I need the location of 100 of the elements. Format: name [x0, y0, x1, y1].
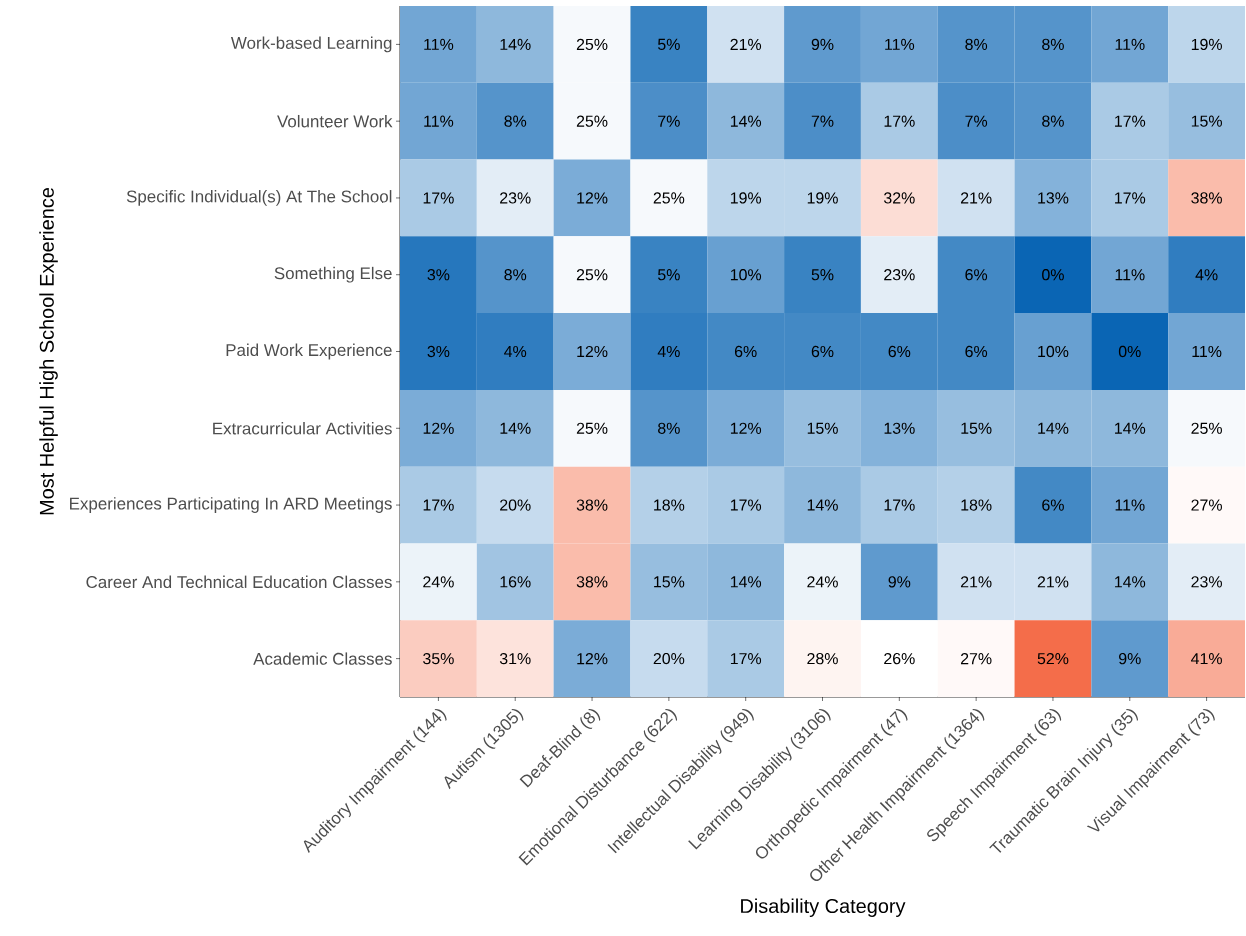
data-label: 11% [1115, 499, 1145, 511]
data-label: 14% [1115, 576, 1146, 588]
data-label: 17% [730, 653, 762, 665]
data-label: 41% [1191, 653, 1222, 665]
data-label: 8% [504, 269, 527, 281]
y-tick-label: Career And Technical Education Classes [86, 575, 392, 589]
data-label: 6% [1042, 499, 1064, 511]
data-label: 14% [500, 422, 531, 434]
data-label: 3% [427, 269, 450, 281]
data-label: 4% [1195, 269, 1218, 281]
data-label: 26% [884, 652, 915, 665]
y-tick-label: Paid Work Experience [226, 343, 392, 360]
data-label: 15% [1191, 115, 1222, 127]
x-axis-title: Disability Category [741, 898, 906, 917]
data-label: 14% [1038, 422, 1069, 434]
data-label: 4% [657, 345, 680, 358]
data-label: 6% [811, 345, 834, 358]
y-axis-title: Most Helpful High School Experience [39, 187, 58, 515]
data-label: 0% [1042, 269, 1064, 281]
data-label: 38% [576, 576, 608, 588]
data-label: 6% [965, 345, 988, 358]
data-label: 25% [576, 115, 608, 127]
data-label: 25% [576, 269, 608, 281]
data-label: 17% [884, 499, 915, 511]
data-label: 19% [1191, 38, 1222, 51]
data-label: 14% [500, 38, 531, 50]
data-label: 13% [884, 422, 915, 434]
data-label: 15% [961, 422, 992, 434]
data-label: 3% [427, 345, 450, 358]
data-label: 14% [730, 576, 762, 588]
data-label: 17% [423, 499, 454, 511]
data-label: 23% [500, 192, 531, 204]
data-label: 9% [1119, 652, 1141, 665]
data-label: 9% [888, 576, 911, 588]
data-label: 17% [884, 115, 915, 127]
data-label: 52% [1037, 652, 1069, 665]
y-tick-label: Experiences Participating In ARD Meetings [70, 497, 392, 513]
data-label: 14% [730, 115, 762, 127]
data-label: 11% [424, 38, 454, 50]
data-label: 12% [423, 422, 454, 434]
data-label: 20% [500, 499, 531, 511]
data-label: 5% [811, 269, 834, 281]
y-tick-label: Academic Classes [253, 652, 392, 665]
data-label: 31% [499, 652, 531, 665]
data-label: 6% [965, 269, 988, 281]
data-label: 11% [1115, 269, 1145, 281]
data-label: 14% [1115, 422, 1146, 434]
data-label: 12% [730, 422, 762, 434]
data-label: 12% [577, 192, 608, 204]
data-label: 25% [576, 422, 608, 434]
data-label: 7% [811, 115, 834, 127]
data-label: 0% [1118, 345, 1141, 358]
data-label: 11% [424, 115, 454, 127]
data-label: 21% [1037, 576, 1069, 588]
data-label: 23% [1191, 576, 1222, 588]
data-label: 8% [965, 38, 988, 51]
data-label: 5% [657, 38, 680, 50]
data-label: 16% [500, 576, 531, 588]
data-label: 28% [807, 652, 838, 665]
data-label: 7% [658, 115, 680, 127]
data-label: 27% [1191, 499, 1222, 511]
data-label: 18% [961, 499, 992, 511]
data-label: 19% [730, 192, 762, 204]
y-tick-label: Specific Individual(s) At The School [126, 190, 392, 206]
data-label: 21% [730, 38, 762, 50]
data-label: 7% [965, 115, 988, 127]
data-label: 8% [658, 422, 680, 434]
data-label: 23% [884, 269, 915, 281]
y-tick-label: Work-based Learning [230, 36, 392, 53]
data-label: 8% [504, 115, 527, 127]
data-label: 18% [654, 499, 685, 511]
data-label: 10% [1038, 345, 1069, 358]
data-label: 6% [734, 345, 757, 358]
data-label: 19% [807, 192, 838, 204]
data-label: 25% [653, 192, 685, 204]
data-label: 32% [883, 192, 915, 204]
data-label: 11% [885, 38, 915, 50]
data-label: 35% [423, 652, 454, 665]
data-label: 14% [807, 499, 838, 511]
data-label: 38% [576, 499, 608, 511]
data-label: 13% [1038, 192, 1069, 204]
data-label: 8% [1042, 38, 1064, 51]
data-label: 27% [960, 653, 992, 665]
data-label: 11% [1115, 38, 1145, 50]
y-tick-label: Something Else [274, 266, 392, 283]
data-label: 12% [577, 653, 608, 665]
data-label: 17% [423, 192, 454, 204]
data-label: 12% [577, 345, 608, 358]
data-label: 5% [657, 269, 680, 281]
data-label: 15% [807, 422, 838, 434]
data-label: 17% [1115, 115, 1146, 127]
data-label: 38% [1191, 192, 1222, 204]
data-label: 11% [1192, 345, 1222, 358]
data-label: 21% [960, 192, 992, 204]
data-label: 25% [1191, 422, 1222, 434]
data-label: 10% [730, 269, 762, 281]
data-label: 17% [730, 499, 762, 511]
data-label: 4% [504, 345, 527, 358]
data-label: 21% [960, 576, 992, 588]
data-label: 24% [807, 576, 838, 588]
